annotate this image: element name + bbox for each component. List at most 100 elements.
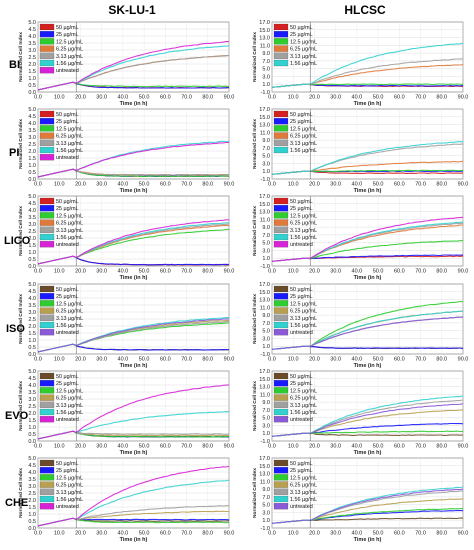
legend-swatch bbox=[39, 226, 55, 233]
legend-label: 50 µg/mL bbox=[56, 287, 79, 293]
y-axis-label: Normalized Cell Index bbox=[18, 206, 24, 256]
legend-label: untreated bbox=[56, 504, 79, 510]
x-tick-label: 10.0 bbox=[54, 269, 65, 275]
panel-lico-sk-lu-1: 0.00.51.01.52.02.53.03.54.04.55.00.0 10.0… bbox=[18, 194, 234, 281]
x-tick-label: 80.0 bbox=[436, 357, 447, 363]
legend-swatch bbox=[39, 293, 55, 300]
y-tick-label: 2.5 bbox=[28, 317, 36, 323]
legend-label: 25 µg/mL bbox=[56, 381, 79, 387]
x-axis-label: Time (in h) bbox=[120, 101, 148, 107]
y-axis-label: Normalized Cell Index bbox=[18, 381, 24, 431]
x-tick-label: 90.0 bbox=[458, 269, 469, 275]
y-tick-label: 9.0 bbox=[262, 487, 270, 493]
x-axis-label: Time (in h) bbox=[120, 450, 148, 456]
y-tick-label: 17.0 bbox=[259, 194, 270, 200]
y-tick-label: 1.0 bbox=[28, 250, 36, 256]
y-tick-label: 5.0 bbox=[262, 416, 270, 422]
legend-label: 1.56 µg/mL bbox=[56, 410, 83, 416]
y-tick-label: 3.0 bbox=[262, 336, 270, 342]
series-line bbox=[37, 41, 229, 91]
legend-label: 1.56 µg/mL bbox=[56, 61, 83, 67]
y-tick-label: 2.5 bbox=[28, 229, 36, 235]
legend-label: 25 µg/mL bbox=[290, 206, 313, 212]
legend-label: 50 µg/mL bbox=[56, 461, 79, 467]
y-axis-label: Normalized Cell Index bbox=[252, 206, 258, 256]
y-tick-label: 4.5 bbox=[28, 201, 36, 207]
y-tick-label: 1.0 bbox=[28, 338, 36, 344]
y-tick-label: 5.0 bbox=[28, 456, 36, 462]
legend-swatch bbox=[39, 110, 55, 118]
y-tick-label: 1.5 bbox=[28, 156, 36, 162]
y-axis-label: Normalized Cell Index bbox=[252, 381, 258, 431]
x-tick-label: 20.0 bbox=[309, 95, 320, 101]
x-tick-label: 10.0 bbox=[288, 531, 299, 537]
legend-swatch bbox=[39, 241, 55, 248]
y-tick-label: 3.5 bbox=[28, 477, 36, 483]
legend-swatch bbox=[39, 219, 55, 226]
legend-swatch bbox=[273, 226, 289, 233]
legend-swatch bbox=[273, 314, 289, 321]
legend-swatch bbox=[39, 212, 55, 219]
y-tick-label: -1.0 bbox=[261, 177, 270, 183]
legend-swatch bbox=[273, 481, 289, 488]
x-axis-label: Time (in h) bbox=[354, 101, 382, 107]
series-line bbox=[271, 488, 464, 524]
y-tick-label: 0.0 bbox=[28, 439, 36, 445]
y-tick-label: 0.5 bbox=[28, 519, 36, 525]
legend-label: 3.13 µg/mL bbox=[56, 54, 83, 60]
legend-swatch bbox=[273, 146, 289, 154]
legend-label: 12.5 µg/mL bbox=[56, 39, 83, 45]
x-tick-label: 0.0 bbox=[268, 531, 276, 537]
x-tick-label: 90.0 bbox=[458, 444, 469, 450]
legend-label: 6.25 µg/mL bbox=[290, 221, 317, 227]
y-tick-label: 5.0 bbox=[262, 154, 270, 160]
y-tick-label: 3.0 bbox=[28, 484, 36, 490]
x-tick-label: 60.0 bbox=[394, 182, 405, 188]
legend-swatch bbox=[273, 293, 289, 300]
legend-label: untreated bbox=[290, 242, 313, 248]
y-tick-label: 0.0 bbox=[28, 526, 36, 532]
x-tick-label: 50.0 bbox=[139, 182, 150, 188]
y-tick-label: 4.0 bbox=[28, 208, 36, 214]
x-tick-label: 70.0 bbox=[415, 531, 426, 537]
legend-swatch bbox=[39, 387, 55, 394]
x-tick-label: 20.0 bbox=[75, 95, 86, 101]
y-tick-label: 1.5 bbox=[28, 331, 36, 337]
legend-label: 50 µg/mL bbox=[56, 199, 79, 205]
y-tick-label: 2.0 bbox=[28, 62, 36, 68]
x-tick-label: 60.0 bbox=[160, 531, 171, 537]
legend-label: untreated bbox=[56, 155, 79, 161]
x-tick-label: 10.0 bbox=[288, 444, 299, 450]
y-tick-label: 3.0 bbox=[262, 248, 270, 254]
legend-swatch bbox=[273, 205, 289, 212]
legend-label: 6.25 µg/mL bbox=[290, 309, 317, 315]
legend-swatch bbox=[39, 481, 55, 488]
y-tick-label: 3.0 bbox=[262, 510, 270, 516]
legend-label: 1.56 µg/mL bbox=[290, 148, 317, 154]
panel-pi-sk-lu-1: 0.00.51.01.52.02.53.03.54.04.55.00.0 10.0… bbox=[18, 107, 234, 194]
y-tick-label: 5.0 bbox=[28, 194, 36, 200]
legend-swatch bbox=[273, 321, 289, 329]
legend-swatch bbox=[39, 329, 55, 336]
legend-label: untreated bbox=[56, 330, 79, 336]
legend-label: 3.13 µg/mL bbox=[290, 490, 317, 496]
y-tick-label: 7.0 bbox=[262, 59, 270, 65]
x-tick-label: 70.0 bbox=[415, 182, 426, 188]
y-tick-label: 4.5 bbox=[28, 289, 36, 295]
x-tick-label: 30.0 bbox=[330, 357, 341, 363]
x-tick-label: 30.0 bbox=[96, 444, 107, 450]
legend-label: 3.13 µg/mL bbox=[290, 403, 317, 409]
y-tick-label: 7.0 bbox=[262, 233, 270, 239]
legend-swatch bbox=[273, 408, 289, 416]
x-tick-label: 50.0 bbox=[139, 95, 150, 101]
x-tick-label: 40.0 bbox=[352, 182, 363, 188]
y-tick-label: -1.0 bbox=[261, 352, 270, 358]
x-tick-label: 80.0 bbox=[202, 357, 213, 363]
series-line bbox=[37, 219, 229, 265]
y-tick-label: 3.0 bbox=[28, 48, 36, 54]
y-tick-label: 4.0 bbox=[28, 296, 36, 302]
series-line bbox=[271, 216, 464, 262]
x-tick-label: 60.0 bbox=[160, 182, 171, 188]
y-tick-label: 5.0 bbox=[28, 107, 36, 113]
